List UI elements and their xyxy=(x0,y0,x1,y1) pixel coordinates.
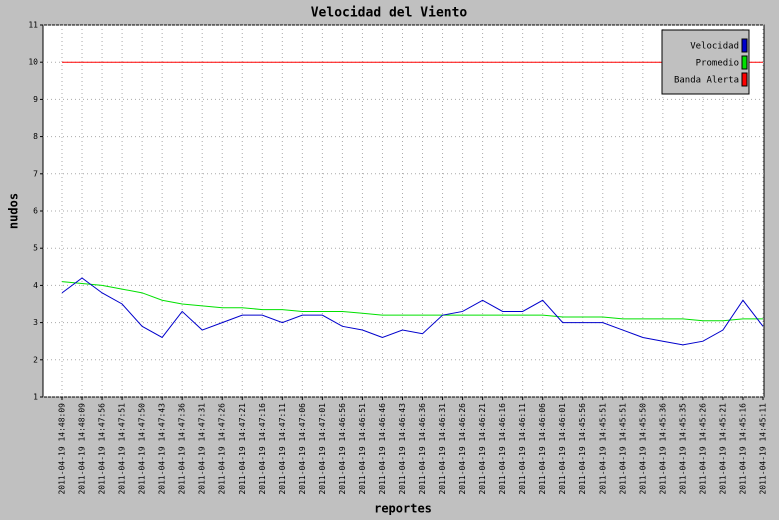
y-tick-label: 6 xyxy=(33,207,38,216)
x-tick-label: 2011-04-19 14:47:31 xyxy=(198,403,207,495)
x-tick-label: 2011-04-19 14:47:01 xyxy=(318,403,327,495)
x-tick-label: 2011-04-19 14:46:31 xyxy=(438,403,447,495)
x-tick-label: 2011-04-19 14:47:36 xyxy=(178,403,187,495)
x-tick-label: 2011-04-19 14:45:35 xyxy=(678,403,687,495)
x-axis-label: reportes xyxy=(374,502,432,516)
y-tick-label: 7 xyxy=(33,169,38,178)
x-tick-label: 2011-04-19 14:47:43 xyxy=(158,403,167,495)
x-tick-label: 2011-04-19 14:46:36 xyxy=(418,403,427,495)
legend-label: Banda Alerta xyxy=(674,76,739,86)
legend-swatch xyxy=(741,38,748,53)
x-tick-label: 2011-04-19 14:45:36 xyxy=(658,403,667,495)
legend-label: Velocidad xyxy=(690,42,739,52)
legend-box xyxy=(661,29,750,95)
y-tick-label: 4 xyxy=(33,281,38,290)
series-line xyxy=(61,281,763,322)
x-tick-label: 2011-04-19 14:45:16 xyxy=(738,403,747,495)
x-tick-label: 2011-04-19 14:47:11 xyxy=(278,403,287,495)
y-tick-label: 2 xyxy=(33,355,38,364)
legend-label: Promedio xyxy=(696,59,739,69)
x-tick-label: 2011-04-19 14:47:21 xyxy=(238,403,247,495)
x-tick-label: 2011-04-19 14:47:50 xyxy=(138,403,147,495)
x-tick-label: 2011-04-19 14:46:06 xyxy=(538,403,547,495)
x-tick-label: 2011-04-19 14:48:09 xyxy=(58,403,67,495)
x-tick-label: 2011-04-19 14:46:51 xyxy=(358,403,367,495)
chart-title: Velocidad del Viento xyxy=(311,6,468,21)
y-tick-label: 5 xyxy=(33,244,38,253)
x-tick-label: 2011-04-19 14:47:16 xyxy=(258,403,267,495)
y-tick-label: 3 xyxy=(33,318,38,327)
x-tick-label: 2011-04-19 14:45:21 xyxy=(718,403,727,495)
x-tick-label: 2011-04-19 14:48:09 xyxy=(78,403,87,495)
x-tick-label: 2011-04-19 14:45:56 xyxy=(578,403,587,495)
x-tick-label: 2011-04-19 14:46:56 xyxy=(338,403,347,495)
x-tick-label: 2011-04-19 14:45:51 xyxy=(618,403,627,495)
x-tick-label: 2011-04-19 14:46:43 xyxy=(398,403,407,495)
legend-swatch xyxy=(741,72,748,87)
x-tick-label: 2011-04-19 14:45:50 xyxy=(638,403,647,495)
x-tick-label: 2011-04-19 14:47:51 xyxy=(118,403,127,495)
x-tick-label: 2011-04-19 14:46:21 xyxy=(478,403,487,495)
y-tick-label: 1 xyxy=(33,393,38,402)
x-tick-label: 2011-04-19 14:47:56 xyxy=(98,403,107,495)
x-tick-label: 2011-04-19 14:46:46 xyxy=(378,403,387,495)
x-tick-label: 2011-04-19 14:46:26 xyxy=(458,403,467,495)
y-tick-label: 9 xyxy=(33,95,38,104)
legend-swatch xyxy=(741,55,748,70)
y-tick-label: 8 xyxy=(33,132,38,141)
x-tick-label: 2011-04-19 14:47:26 xyxy=(218,403,227,495)
y-axis-label: nudos xyxy=(7,193,21,229)
series-line xyxy=(61,277,764,346)
y-tick-label: 11 xyxy=(28,21,38,30)
x-tick-label: 2011-04-19 14:45:26 xyxy=(698,403,707,495)
x-tick-label: 2011-04-19 14:46:01 xyxy=(558,403,567,495)
x-tick-label: 2011-04-19 14:47:06 xyxy=(298,403,307,495)
x-tick-label: 2011-04-19 14:46:16 xyxy=(498,403,507,495)
x-tick-label: 2011-04-19 14:45:11 xyxy=(759,403,768,495)
x-tick-label: 2011-04-19 14:46:11 xyxy=(518,403,527,495)
y-tick-label: 10 xyxy=(28,58,38,67)
x-tick-label: 2011-04-19 14:45:51 xyxy=(598,403,607,495)
